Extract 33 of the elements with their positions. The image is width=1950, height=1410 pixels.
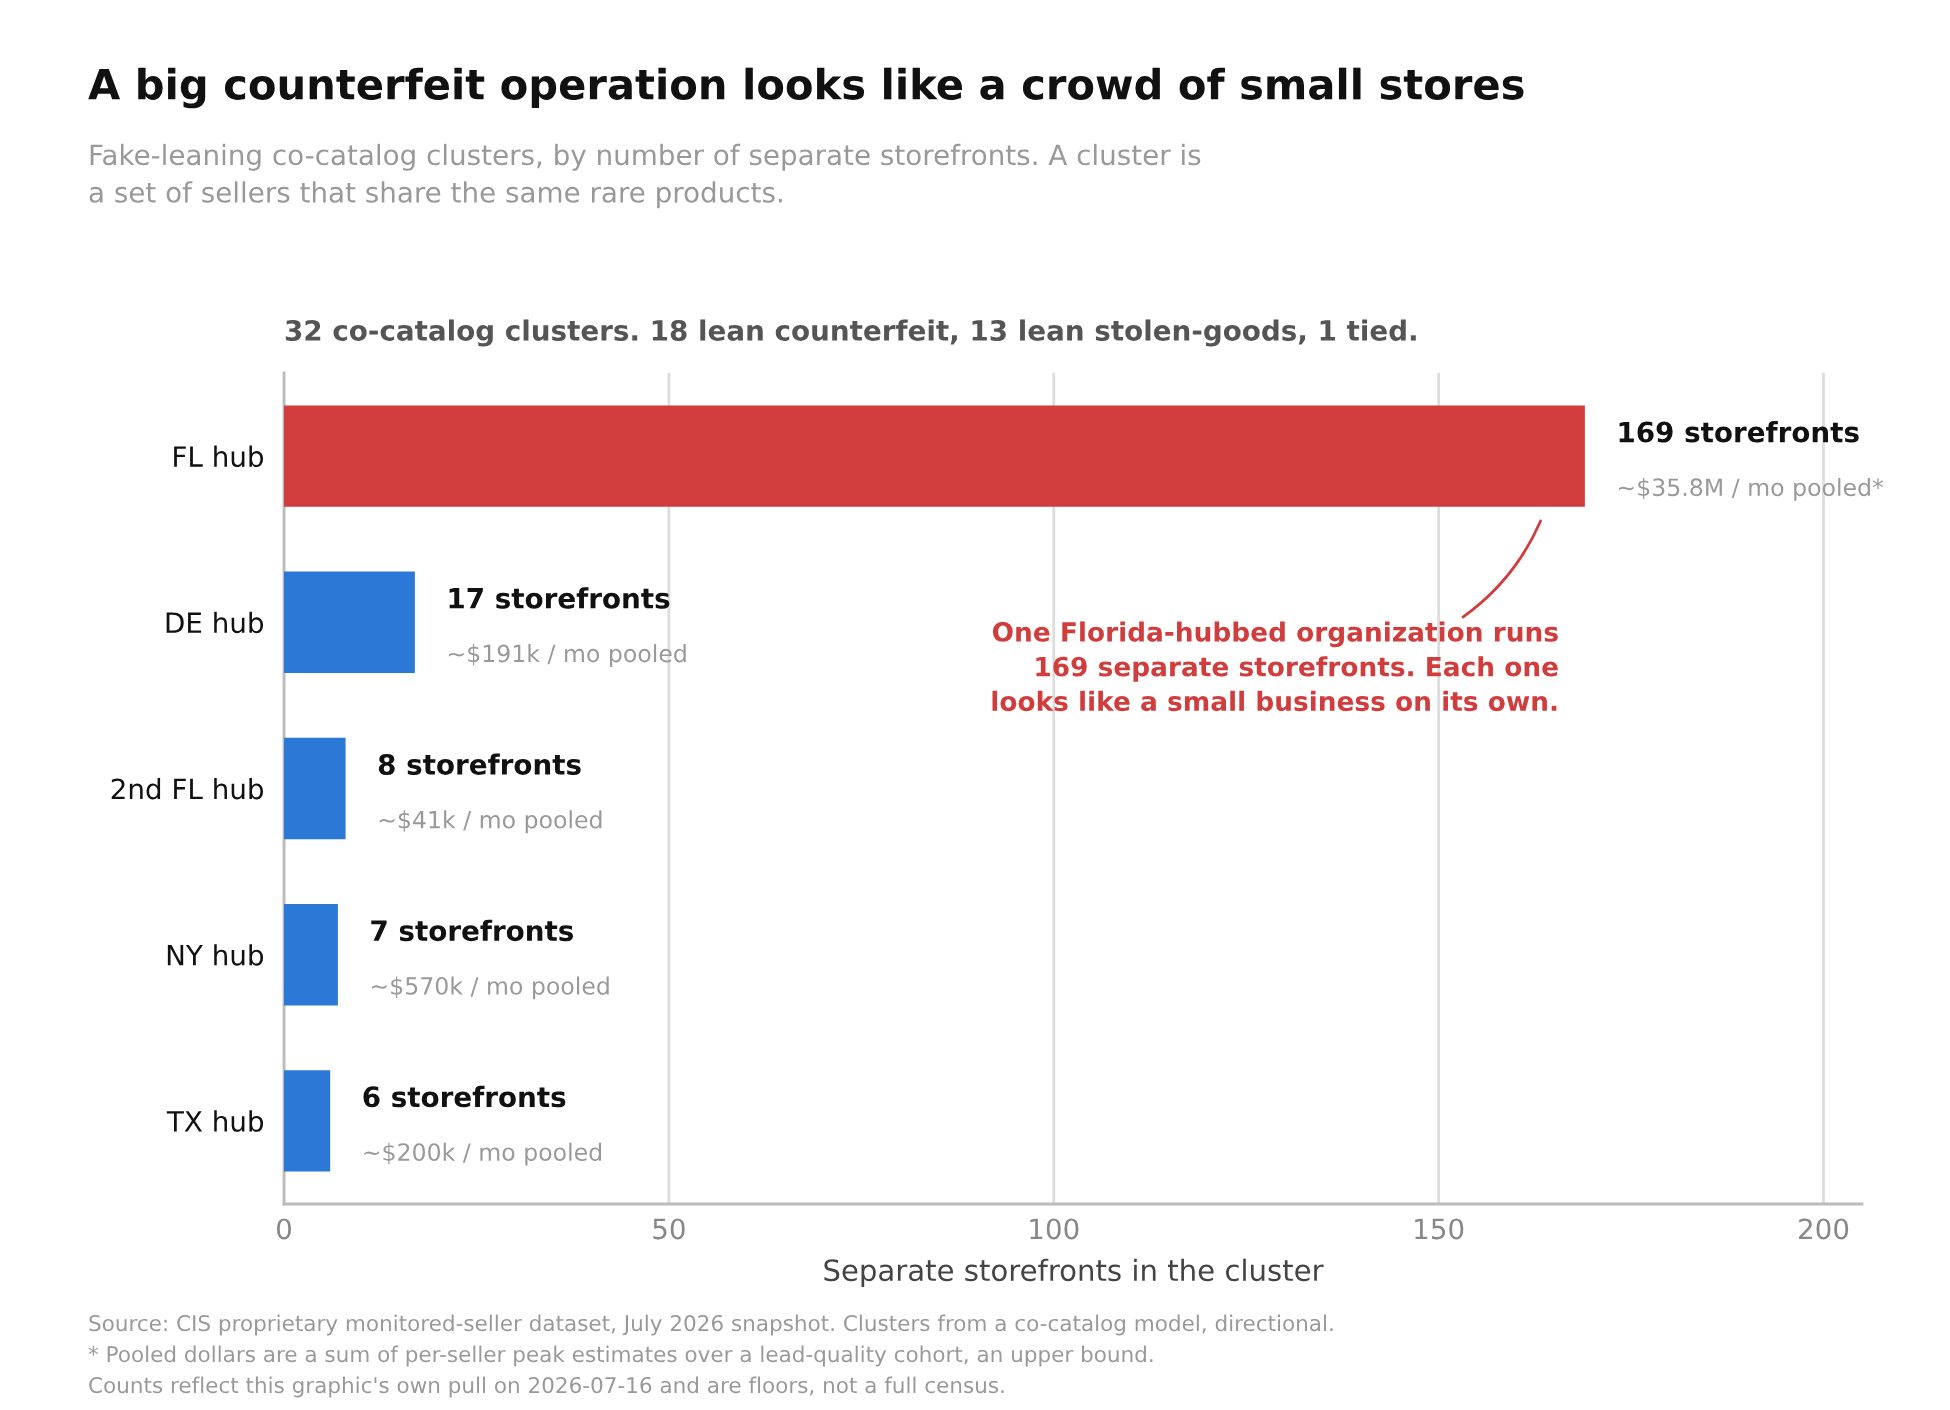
annotation: ~$35.8M / mo pooled*: [1618, 477, 1884, 501]
y-tick-label: 2nd FL hub: [111, 777, 264, 800]
y-tick-label: DE hub: [166, 611, 264, 634]
chart-title: A big counterfeit operation looks like a crowd of small stores: [88, 67, 1524, 109]
data-label: 8 storefronts: [378, 753, 581, 775]
annotation: One Florida-hubbed organization runs 169 separate storefronts. Each one looks like a small business on its own.: [992, 621, 1558, 712]
x-tick-label: 0: [276, 1218, 291, 1240]
bar: [284, 904, 338, 1006]
text: Counts reflect this graphic's own pull on 2026-07-16 and are floors, not a full census.: [89, 1376, 1004, 1398]
y-tick-label: NY hub: [167, 944, 264, 966]
bar: [284, 405, 1585, 507]
x-tick-label: 50: [653, 1218, 685, 1240]
chart-subtitle: Fake-leaning co-catalog clusters, by number of separate storefronts. A cluster is a set of sellers that share the same rare products.: [89, 143, 1201, 209]
x-tick-label: 200: [1799, 1218, 1849, 1240]
x-tick-label: 150: [1415, 1218, 1464, 1240]
data-label: 17 storefronts: [449, 587, 670, 609]
y-tick-label: TX hub: [166, 1110, 264, 1132]
data-label: 169 storefronts: [1619, 421, 1859, 443]
text: * Pooled dollars are a sum of per-seller peak estimates over a lead-quality cohort, an upper bound.: [88, 1345, 1153, 1367]
annotation: ~$200k / mo pooled: [364, 1142, 602, 1166]
bar: [284, 1070, 331, 1172]
x-axis-title: Separate storefronts in the cluster: [824, 1258, 1324, 1287]
annotation: ~$570k / mo pooled: [371, 976, 609, 1000]
annotation: ~$191k / mo pooled: [448, 644, 686, 667]
bar: [284, 571, 415, 673]
annotation: ~$41k / mo pooled: [379, 810, 602, 834]
bar: [284, 737, 346, 840]
source-note: Source: CIS proprietary monitored-seller dataset, July 2026 snapshot. Clusters from a co-catalog model, directional.: [89, 1314, 1333, 1336]
data-label: 7 storefronts: [371, 919, 574, 942]
data-label: 6 storefronts: [363, 1085, 566, 1108]
y-tick-label: FL hub: [174, 445, 264, 468]
text: 32 co-catalog clusters. 18 lean counterfeit, 13 lean stolen-goods, 1 tied.: [285, 319, 1416, 347]
x-tick-label: 100: [1030, 1218, 1079, 1240]
